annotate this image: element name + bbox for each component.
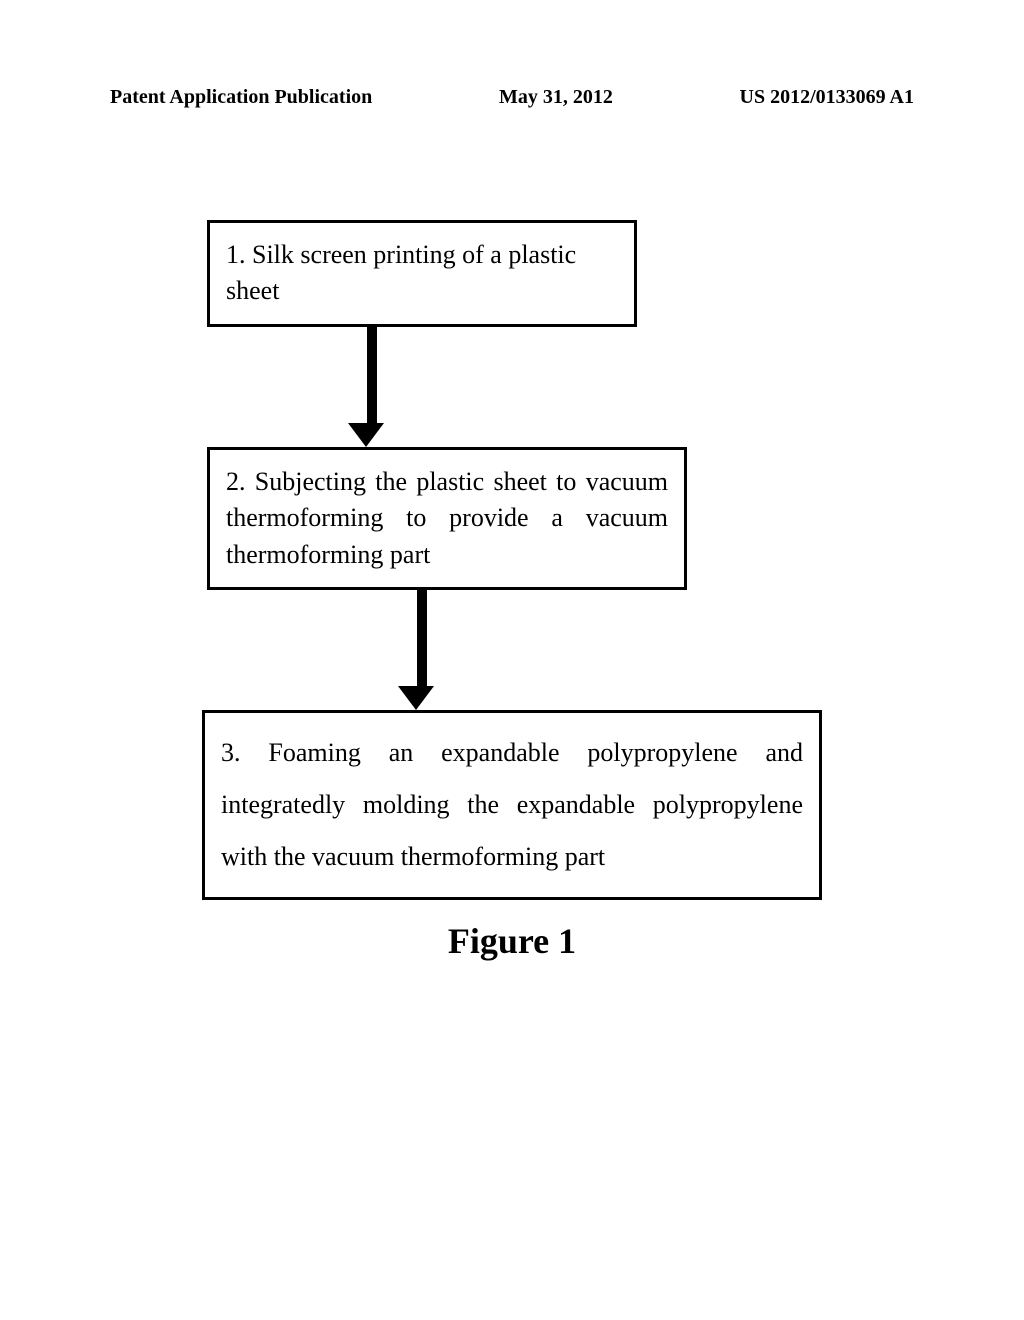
flowchart-step-1: 1. Silk screen printing of a plastic she… <box>207 220 637 327</box>
header-center-text: May 31, 2012 <box>499 86 613 109</box>
flowchart-step-2: 2. Subjecting the plastic sheet to vacuu… <box>207 447 687 590</box>
arrow-1-head-icon <box>348 423 384 447</box>
arrow-2-shape <box>411 590 434 710</box>
flowchart-arrow-1 <box>361 327 384 447</box>
arrow-2-head-icon <box>398 686 434 710</box>
header-left-text: Patent Application Publication <box>110 86 372 109</box>
arrow-1-line <box>367 327 377 423</box>
flowchart-step-3: 3. Foaming an expandable polypropylene a… <box>202 710 822 900</box>
arrow-1-shape <box>361 327 384 447</box>
arrow-2-line <box>417 590 427 686</box>
header-right-text: US 2012/0133069 A1 <box>740 86 914 109</box>
step-1-text: 1. Silk screen printing of a plastic she… <box>226 240 576 305</box>
page-header: Patent Application Publication May 31, 2… <box>0 86 1024 109</box>
figure-caption: Figure 1 <box>448 920 576 962</box>
flowchart-arrow-2 <box>411 590 434 710</box>
step-2-text: 2. Subjecting the plastic sheet to vacuu… <box>226 467 668 569</box>
step-3-text: 3. Foaming an expandable polypropylene a… <box>221 738 803 871</box>
flowchart-container: 1. Silk screen printing of a plastic she… <box>0 220 1024 962</box>
